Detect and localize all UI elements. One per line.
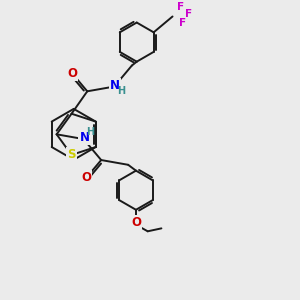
- Text: N: N: [110, 79, 120, 92]
- Text: O: O: [131, 216, 141, 229]
- Text: S: S: [67, 148, 76, 161]
- Text: O: O: [67, 67, 77, 80]
- Text: H: H: [117, 86, 125, 96]
- Text: F: F: [184, 9, 192, 19]
- Text: F: F: [179, 18, 186, 28]
- Text: F: F: [177, 2, 184, 12]
- Text: N: N: [80, 130, 90, 144]
- Text: O: O: [81, 171, 91, 184]
- Text: H: H: [86, 127, 94, 137]
